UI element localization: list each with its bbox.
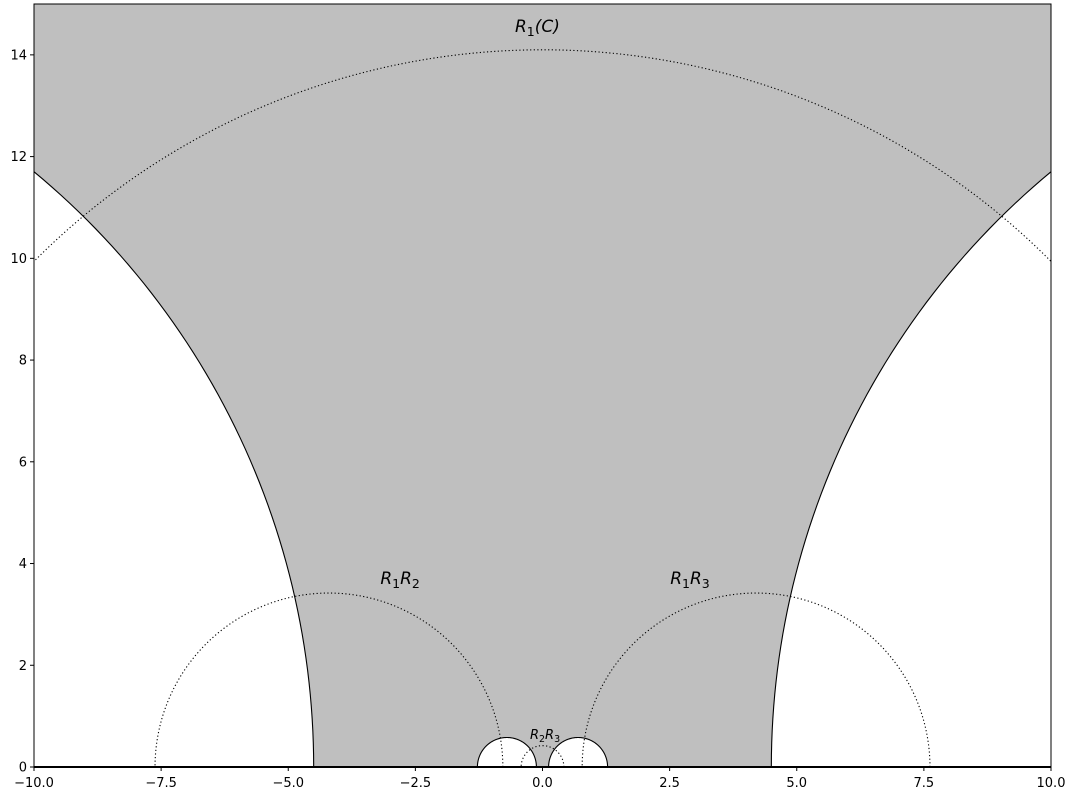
x-tick-label: 5.0 bbox=[786, 776, 807, 791]
x-tick-label: −5.0 bbox=[272, 776, 304, 791]
y-tick-label: 2 bbox=[19, 659, 27, 674]
solid-geodesic-0 bbox=[34, 171, 315, 767]
x-tick-label: 10.0 bbox=[1037, 776, 1066, 791]
y-tick-label: 6 bbox=[19, 455, 27, 470]
y-tick-label: 12 bbox=[10, 150, 27, 165]
x-tick-label: 0.0 bbox=[532, 776, 553, 791]
annotation-r2r3: R2R3 bbox=[530, 728, 560, 745]
dotted-geodesic-2 bbox=[581, 592, 931, 767]
y-tick-label: 8 bbox=[19, 354, 27, 369]
solid-geodesic-2 bbox=[476, 736, 537, 767]
annotation-r1c: R1(C) bbox=[515, 17, 560, 39]
y-tick-label: 0 bbox=[19, 761, 27, 776]
excluded-semicircle-2 bbox=[477, 737, 537, 767]
solid-geodesic-3 bbox=[548, 736, 609, 767]
x-tick-label: −7.5 bbox=[145, 776, 177, 791]
annotation-r1r2: R1R2 bbox=[380, 569, 420, 591]
x-tick-label: 2.5 bbox=[659, 776, 680, 791]
x-tick-label: 7.5 bbox=[914, 776, 935, 791]
y-tick-label: 4 bbox=[19, 557, 27, 572]
y-tick-label: 10 bbox=[10, 252, 27, 267]
excluded-semicircle-3 bbox=[548, 737, 608, 767]
y-tick-label: 14 bbox=[10, 48, 27, 63]
solid-geodesic-1 bbox=[770, 171, 1051, 767]
x-tick-label: −2.5 bbox=[400, 776, 432, 791]
annotation-r1r3: R1R3 bbox=[670, 569, 710, 591]
dotted-geodesic-3 bbox=[520, 745, 565, 767]
shaded-region bbox=[34, 4, 1051, 767]
x-tick-label: −10.0 bbox=[14, 776, 54, 791]
dotted-geodesic-1 bbox=[154, 592, 504, 767]
